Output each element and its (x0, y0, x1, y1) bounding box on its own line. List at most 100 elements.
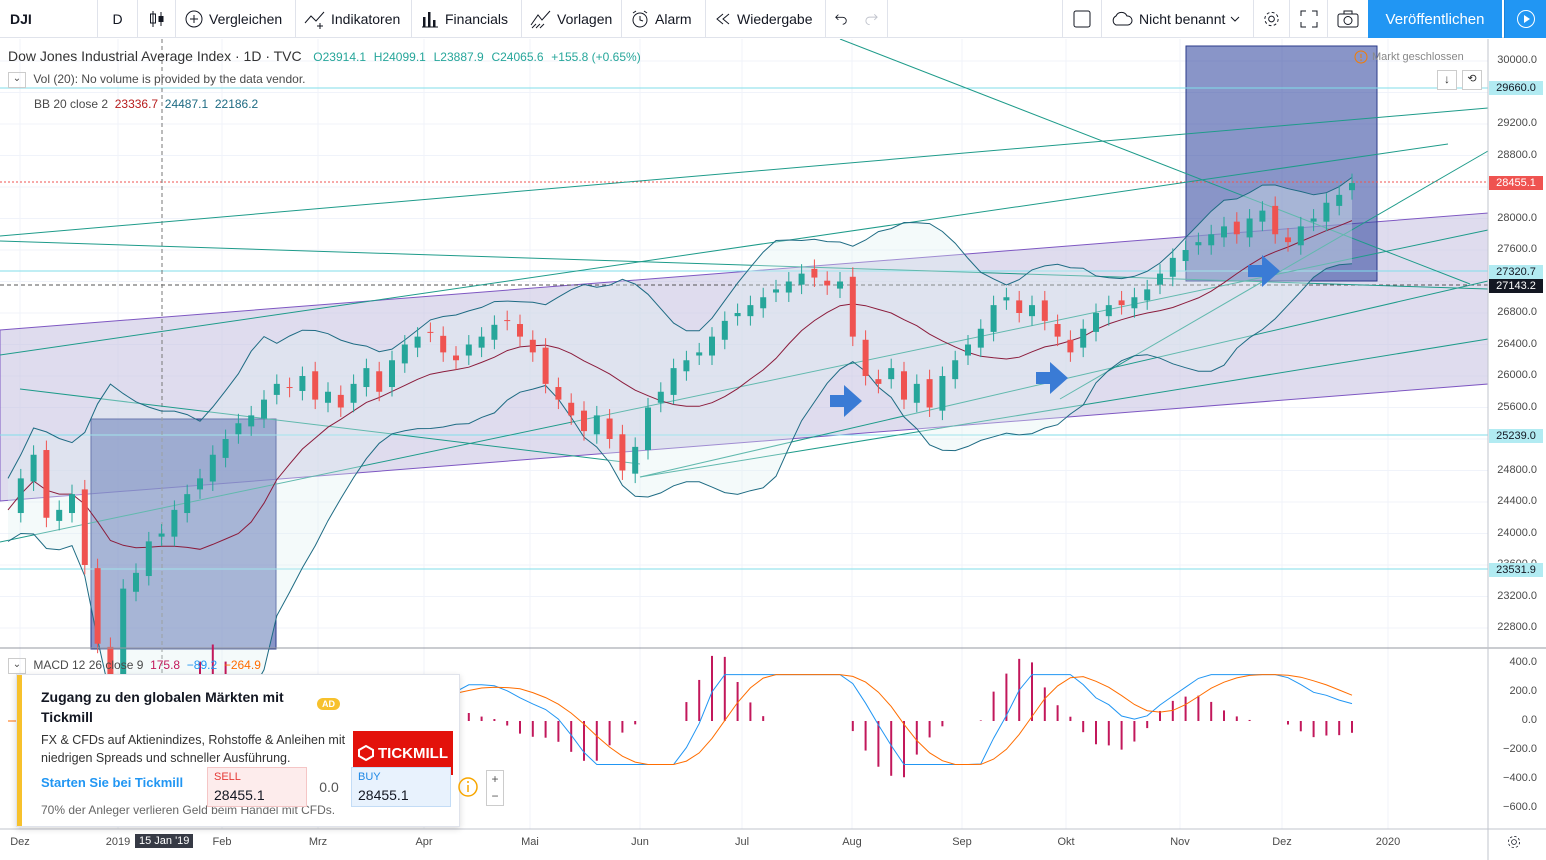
price-axis-label: 23200.0 (1497, 589, 1537, 602)
ad-banner[interactable]: Zugang zu den globalen Märkten mit Tickm… (16, 674, 478, 827)
time-axis-label: Aug (842, 836, 862, 848)
indicators-label: Indikatoren (331, 11, 401, 27)
candle-body (248, 415, 255, 427)
snapshot-button[interactable] (1328, 0, 1368, 38)
bb-legend: BB 20 close 2 23336.7 24487.1 22186.2 (34, 97, 258, 111)
candle-body (606, 418, 613, 439)
reset-chart-button[interactable]: ⟲ (1462, 70, 1482, 90)
sell-button[interactable]: SELL 28455.1 (207, 767, 307, 807)
macd-line-value: −89.2 (186, 658, 218, 673)
candle-body (222, 439, 229, 458)
financials-button[interactable]: Financials (412, 0, 522, 38)
price-tag: 27320.7 (1489, 264, 1543, 279)
symbol-search[interactable]: DJI (0, 0, 98, 38)
candle-body (273, 383, 280, 395)
candle-body (171, 509, 178, 537)
interval-selector[interactable]: D (98, 0, 138, 38)
bb-basis-line (7, 220, 1353, 550)
candle-body (1272, 205, 1279, 235)
indicators-icon (304, 11, 325, 29)
candle-body (209, 454, 216, 482)
decrement-button[interactable]: − (491, 789, 499, 803)
time-axis-label: 2019 (105, 836, 131, 848)
candle-body (939, 376, 946, 411)
candle-body (491, 324, 498, 340)
crosshair-time-label: 15 Jan '19 (135, 834, 194, 848)
redo-button[interactable] (856, 0, 888, 38)
symbol-label: DJI (10, 11, 32, 27)
settings-button[interactable] (1254, 0, 1290, 38)
indicators-button[interactable]: Indikatoren (296, 0, 412, 38)
fullscreen-button[interactable] (1290, 0, 1328, 38)
candle-body (376, 371, 383, 392)
templates-button[interactable]: Vorlagen (522, 0, 622, 38)
refresh-icon: ⟲ (1467, 73, 1477, 85)
candle-body (517, 324, 523, 337)
macd-axis-label: 400.0 (1509, 656, 1537, 668)
trade-info-button[interactable] (457, 776, 479, 801)
candle-body (107, 646, 114, 691)
redo-icon (865, 13, 878, 26)
candle-body (1208, 234, 1215, 246)
chart-style-button[interactable] (138, 0, 176, 38)
macd-name: MACD 12 26 close 9 (33, 658, 144, 673)
candle-body (504, 320, 511, 322)
play-button[interactable] (1504, 0, 1546, 38)
play-icon (1517, 10, 1535, 28)
price-tag: 25239.0 (1489, 428, 1543, 443)
candle-body (453, 355, 459, 361)
arrow-right-icon (1248, 255, 1280, 287)
time-axis-label: Apr (415, 836, 433, 848)
price-axis-label: 26000.0 (1497, 369, 1537, 381)
quantity-stepper[interactable]: + − (486, 770, 504, 806)
candle-body (1221, 226, 1227, 238)
publish-button[interactable]: Veröffentlichen (1368, 0, 1502, 38)
undo-button[interactable] (826, 0, 856, 38)
increment-button[interactable]: + (491, 772, 499, 786)
buy-price: 28455.1 (358, 787, 409, 803)
bar-chart-icon (422, 12, 438, 28)
layout-name-button[interactable]: Nicht benannt (1102, 0, 1254, 38)
candle-body (1016, 300, 1023, 313)
candle-body (286, 387, 293, 389)
price-axis-label: 24800.0 (1497, 463, 1537, 476)
candle-body (862, 339, 869, 376)
info-circle-icon (1354, 50, 1368, 64)
axis-settings-button[interactable] (1506, 834, 1522, 853)
price-chart[interactable] (0, 39, 1546, 860)
compare-button[interactable]: Vergleichen (176, 0, 296, 38)
candle-body (465, 344, 472, 356)
candle-body (1169, 257, 1176, 277)
candle-body (337, 394, 344, 408)
time-axis-label: Okt (1057, 836, 1075, 848)
candle-body (977, 328, 984, 348)
collapse-macd-button[interactable]: ⌄ (8, 658, 26, 674)
fullscreen-layout-button[interactable] (1062, 0, 1102, 38)
change-value: +155.8 (+0.65%) (551, 50, 641, 64)
price-axis-label: 24400.0 (1497, 495, 1537, 507)
candle-body (965, 344, 971, 356)
candle-body (197, 478, 203, 490)
scroll-to-realtime-button[interactable]: ↓ (1437, 70, 1457, 90)
time-axis-label: Jun (631, 836, 649, 848)
collapse-legend-button[interactable]: ⌄ (8, 72, 26, 88)
candle-body (568, 402, 575, 416)
price-axis-label: 22800.0 (1497, 621, 1537, 633)
candle-body (363, 368, 370, 388)
buy-button[interactable]: BUY 28455.1 (351, 767, 451, 807)
candle-body (1182, 250, 1189, 262)
replay-button[interactable]: Wiedergabe (706, 0, 826, 38)
trend-lines (0, 39, 1489, 543)
candle-body (529, 339, 536, 353)
volume-text: Vol (20): No volume is provided by the d… (33, 72, 306, 87)
ad-link[interactable]: Starten Sie bei Tickmill (41, 775, 184, 790)
candle-body (56, 509, 63, 521)
candle-body (913, 383, 920, 403)
candle-body (69, 494, 75, 514)
ad-badge: AD (317, 698, 340, 710)
alert-button[interactable]: Alarm (622, 0, 706, 38)
bb-mid-value: 23336.7 (114, 97, 159, 111)
financials-label: Financials (445, 11, 509, 27)
alert-label: Alarm (655, 11, 692, 27)
ad-title: Zugang zu den globalen Märkten mit Tickm… (41, 689, 284, 725)
